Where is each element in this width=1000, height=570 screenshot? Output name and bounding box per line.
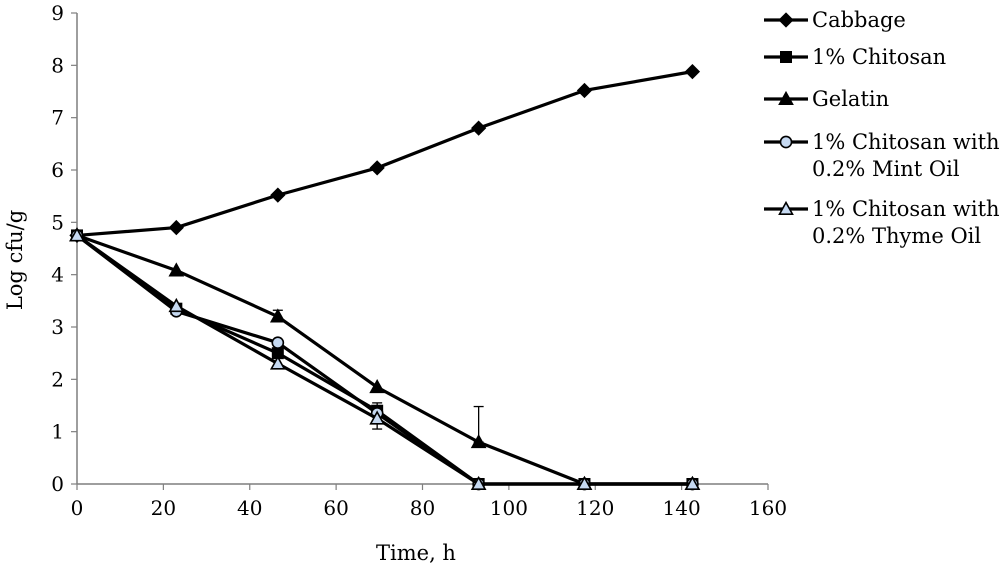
x-tick-label: 120 <box>576 496 614 520</box>
data-point <box>168 297 185 313</box>
legend-label: 1% Chitosan <box>812 45 946 69</box>
series-line <box>76 234 693 486</box>
x-tick-label: 140 <box>663 496 701 520</box>
data-point <box>470 475 487 491</box>
y-tick-label: 9 <box>51 1 64 25</box>
series-2 <box>71 229 699 490</box>
data-point <box>684 63 701 80</box>
legend-label: 1% Chitosan with <box>812 197 1000 221</box>
legend-item: Cabbage <box>764 8 906 32</box>
legend-marker <box>778 90 794 105</box>
data-point <box>168 219 184 236</box>
x-axis-title: Time, h <box>376 541 456 565</box>
legend: Cabbage 1% Chitosan Gelatin 1% Chitosan wit… <box>764 8 1000 248</box>
series-line <box>76 233 693 486</box>
series-layer <box>69 63 701 491</box>
data-point <box>168 262 185 277</box>
y-tick-label: 1 <box>51 420 64 444</box>
x-tick-label: 20 <box>151 496 176 520</box>
x-tick-label: 0 <box>71 496 84 520</box>
y-tick-label: 6 <box>51 158 64 182</box>
data-point <box>369 160 385 176</box>
series-line <box>76 70 693 238</box>
x-axis-ticks: 0 20 40 60 80 100 120 140 160 <box>71 484 787 520</box>
legend-marker <box>778 200 794 215</box>
legend-marker <box>778 12 794 28</box>
series-line <box>76 234 693 486</box>
legend-item: 1% Chitosan with 0.2% Thyme Oil <box>764 197 1000 248</box>
series-1 <box>69 63 701 244</box>
legend-item: 1% Chitosan <box>764 45 946 69</box>
y-tick-label: 8 <box>51 53 64 77</box>
data-point <box>69 227 85 242</box>
x-tick-label: 80 <box>410 496 435 520</box>
y-tick-label: 3 <box>51 315 64 339</box>
data-point <box>470 433 487 449</box>
x-tick-label: 40 <box>237 496 262 520</box>
data-point <box>270 187 286 203</box>
series-4 <box>70 229 699 491</box>
data-point <box>471 120 487 136</box>
data-point <box>269 355 286 370</box>
legend-label: 0.2% Thyme Oil <box>812 224 981 248</box>
y-axis-ticks: 0 1 2 3 4 5 6 7 8 9 <box>51 1 77 496</box>
data-point <box>269 308 286 323</box>
x-tick-label: 100 <box>490 496 528 520</box>
x-tick-label: 160 <box>749 496 787 520</box>
legend-label: Cabbage <box>812 8 906 32</box>
legend-label: 1% Chitosan with <box>812 130 1000 154</box>
y-axis-title: Log cfu/g <box>3 210 27 310</box>
y-tick-label: 4 <box>51 263 64 287</box>
data-point <box>684 475 701 491</box>
y-tick-label: 7 <box>51 106 64 130</box>
series-3 <box>69 227 701 491</box>
y-tick-label: 0 <box>51 472 64 496</box>
data-point <box>369 410 386 425</box>
series-5 <box>69 227 701 491</box>
legend-marker <box>779 50 792 63</box>
legend-label: 0.2% Mint Oil <box>812 157 960 181</box>
data-point <box>576 475 593 491</box>
y-tick-label: 2 <box>51 367 64 391</box>
y-tick-label: 5 <box>51 210 64 234</box>
data-point <box>271 336 285 350</box>
legend-marker <box>779 135 793 149</box>
data-point <box>369 379 386 394</box>
legend-item: Gelatin <box>764 87 889 111</box>
legend-label: Gelatin <box>812 87 889 111</box>
data-point <box>576 82 593 99</box>
x-tick-label: 60 <box>323 496 348 520</box>
series-line <box>76 234 693 486</box>
legend-item: 1% Chitosan with 0.2% Mint Oil <box>764 130 1000 181</box>
